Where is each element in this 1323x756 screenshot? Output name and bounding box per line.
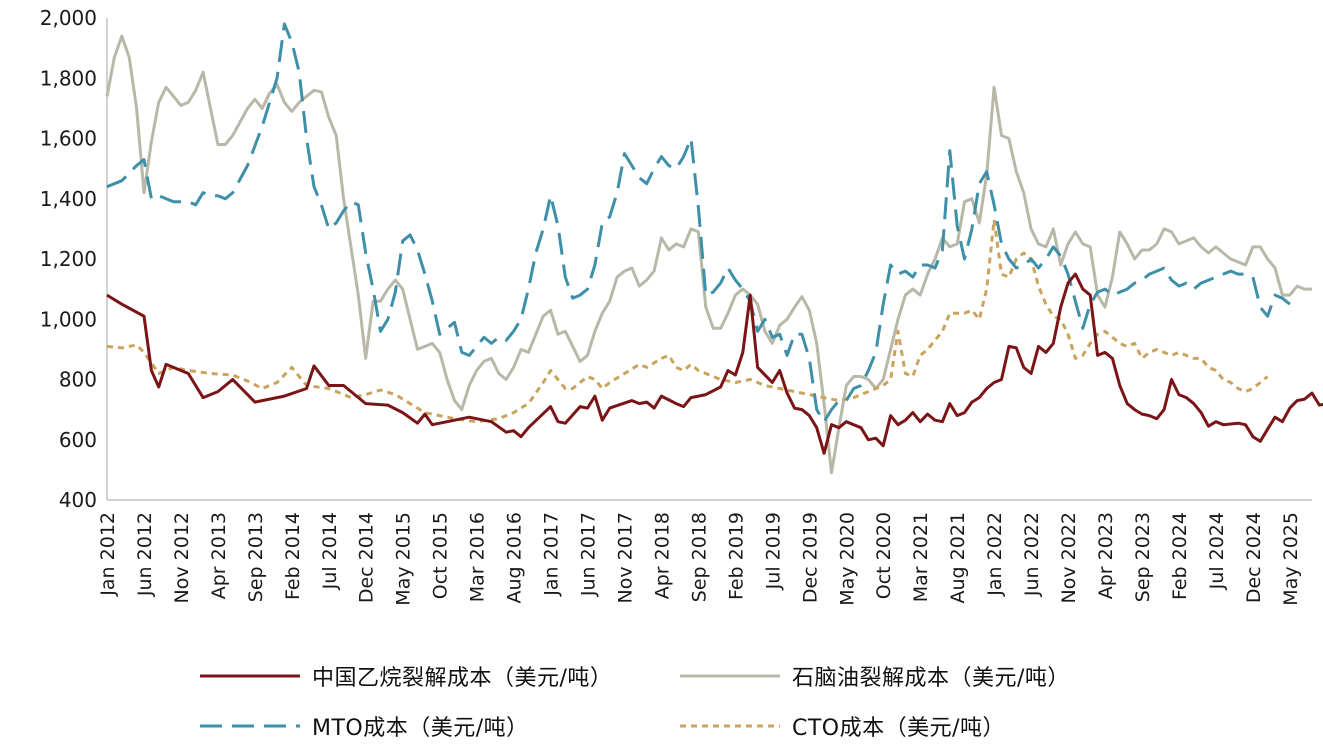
- x-tick-label: Mar 2021: [910, 512, 932, 602]
- x-tick-label: Sep 2023: [1132, 512, 1154, 602]
- x-tick-label: Jul 2014: [319, 512, 341, 590]
- x-tick-label: May 2020: [836, 512, 858, 606]
- x-tick-label: Dec 2024: [1243, 512, 1265, 603]
- legend-label-naphtha: 石脑油裂解成本（美元/吨）: [792, 666, 1070, 691]
- legend-label-ethane: 中国乙烷裂解成本（美元/吨）: [312, 666, 613, 691]
- x-tick-label: Apr 2023: [1095, 512, 1117, 599]
- x-tick-label: Jan 2022: [984, 512, 1006, 597]
- x-tick-label: Sep 2018: [688, 512, 710, 602]
- x-tick-label: Feb 2014: [282, 512, 304, 600]
- x-tick-label: Oct 2020: [873, 512, 895, 599]
- x-tick-label: Jun 2012: [134, 512, 156, 597]
- x-tick-label: Apr 2013: [208, 512, 230, 599]
- x-tick-labels: Jan 2012 Jun 2012 Nov 2012 Apr 2013 Sep 2013…: [97, 512, 1302, 606]
- y-tick-label: 600: [59, 428, 97, 452]
- x-tick-label: Jan 2012: [97, 512, 119, 597]
- x-tick-label: Jun 2022: [1021, 512, 1043, 597]
- y-tick-label: 1,000: [40, 307, 97, 331]
- x-tick-label: Nov 2022: [1058, 512, 1080, 603]
- legend-label-cto: CTO成本（美元/吨）: [792, 716, 1006, 741]
- y-tick-labels: 400 600 800 1,000 1,200 1,400 1,600 1,800 2,000: [40, 6, 97, 512]
- y-tick-label: 1,400: [40, 187, 97, 211]
- x-tick-label: Apr 2018: [651, 512, 673, 599]
- x-tick-label: Mar 2016: [467, 512, 489, 602]
- x-tick-label: Aug 2021: [947, 512, 969, 604]
- x-tick-label: May 2025: [1280, 512, 1302, 606]
- legend-swatch-mto: [200, 724, 300, 728]
- x-tick-label: Oct 2015: [430, 512, 452, 599]
- legend: 中国乙烷裂解成本（美元/吨） 石脑油裂解成本（美元/吨） MTO成本（美元/吨）…: [0, 648, 1323, 756]
- x-tick-label: Aug 2016: [504, 512, 526, 604]
- x-tick-label: Jun 2017: [578, 512, 600, 597]
- y-tick-label: 400: [59, 488, 97, 512]
- series-line-naphtha: [105, 34, 1312, 475]
- x-tick-label: Jul 2019: [762, 512, 784, 590]
- x-tick-label: Nov 2012: [171, 512, 193, 603]
- x-tick-label: Sep 2013: [245, 512, 267, 602]
- x-tick-label: May 2015: [393, 512, 415, 606]
- series-line-ethane: [106, 272, 1323, 455]
- x-tick-label: Feb 2024: [1169, 512, 1191, 600]
- series-line-mto: [106, 22, 1291, 424]
- legend-label-mto: MTO成本（美元/吨）: [312, 716, 529, 741]
- y-tick-label: 1,600: [40, 127, 97, 151]
- series-lines: [105, 22, 1323, 475]
- legend-item-cto: CTO成本（美元/吨）: [680, 706, 1005, 746]
- x-tick-label: Feb 2019: [725, 512, 747, 600]
- x-tick-label: Jul 2024: [1206, 512, 1228, 590]
- y-tick-label: 2,000: [40, 6, 97, 30]
- y-tick-label: 1,800: [40, 66, 97, 90]
- x-tick-label: Nov 2017: [614, 512, 636, 603]
- legend-item-mto: MTO成本（美元/吨）: [200, 706, 529, 746]
- legend-item-ethane: 中国乙烷裂解成本（美元/吨）: [200, 656, 612, 696]
- y-tick-label: 800: [59, 368, 97, 392]
- chart-svg: 4006008001,0001,2001,4001,6001,8002,000 …: [40, 6, 1323, 606]
- legend-swatch-cto: [680, 724, 780, 728]
- x-tick-label: Jan 2017: [541, 512, 563, 597]
- legend-item-naphtha: 石脑油裂解成本（美元/吨）: [680, 656, 1070, 696]
- x-tick-label: Dec 2019: [799, 512, 821, 603]
- x-tick-label: Dec 2014: [356, 512, 378, 603]
- legend-swatch-naphtha: [680, 674, 780, 678]
- legend-swatch-ethane: [200, 674, 300, 678]
- series-line-cto: [106, 218, 1269, 424]
- y-tick-label: 1,200: [40, 247, 97, 271]
